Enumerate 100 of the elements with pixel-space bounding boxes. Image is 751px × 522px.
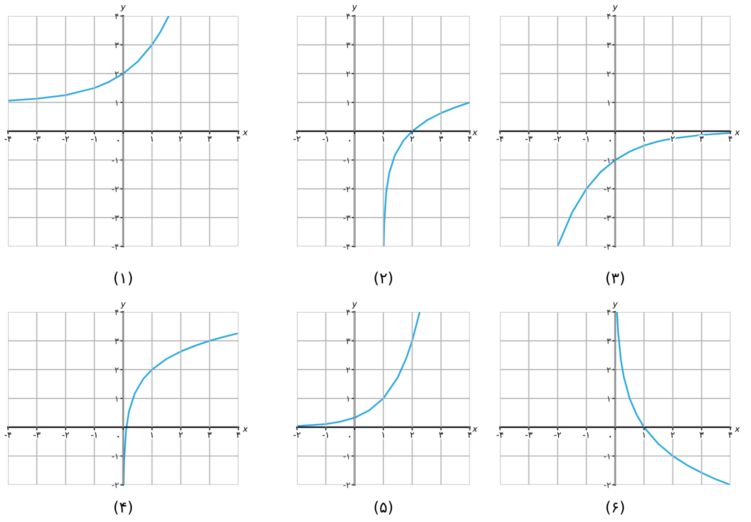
y-tick-label: -۱ (112, 454, 118, 460)
y-tick-label: ۴ (346, 310, 350, 316)
x-tick-label: -۲ (62, 136, 69, 142)
y-tick-label: -۱ (343, 454, 349, 460)
x-tick-label: -۴ (4, 136, 12, 142)
y-tick-label: -۱ (112, 158, 118, 164)
x-axis-title: x (734, 130, 740, 136)
x-tick-label: -۳ (33, 136, 40, 142)
y-tick-label: ۱ (608, 396, 610, 402)
text: (۳) (606, 272, 624, 286)
x-tick-label: ۳ (700, 432, 704, 438)
x-tick-label: ۳ (700, 136, 704, 142)
y-tick-label: -۲ (604, 186, 611, 192)
x-tick-label: ۲ (178, 432, 183, 438)
x-tick-label: -۲ (554, 432, 561, 438)
text: (۱) (114, 272, 132, 286)
line-series (122, 332, 238, 485)
x-axis-title: x (472, 130, 478, 136)
x-tick-label: -۲ (62, 432, 69, 438)
y-tick-label: -۴ (112, 244, 118, 250)
x-tick-label: ۰ (610, 436, 611, 438)
x-tick-label: ۳ (208, 136, 212, 142)
x-tick-label: ۴ (728, 432, 732, 438)
x-tick-label: ۰ (118, 140, 119, 142)
x-tick-label: -۱ (322, 136, 328, 142)
y-tick-label: ۳ (114, 338, 119, 344)
y-tick-label: ۲ (114, 367, 119, 373)
x-tick-label: ۱ (642, 432, 645, 438)
y-tick-label: ۳ (606, 338, 611, 344)
x-tick-label: -۳ (525, 136, 532, 142)
y-tick-label: -۲ (112, 482, 119, 488)
x-tick-label: ۴ (236, 136, 240, 142)
x-axis-title: x (242, 130, 248, 136)
y-tick-label: -۳ (343, 215, 350, 221)
x-tick-label: ۰ (118, 436, 119, 438)
x-tick-label: -۳ (525, 432, 532, 438)
x-tick-label: -۱ (322, 432, 328, 438)
x-axis-title: x (472, 427, 478, 432)
y-axis-title: y (352, 302, 358, 309)
x-tick-label: -۲ (294, 432, 300, 438)
y-tick-label: ۱ (347, 100, 349, 106)
x-tick-label: ۳ (439, 432, 443, 438)
y-tick-label: -۴ (343, 244, 350, 250)
x-tick-label: -۱ (583, 136, 589, 142)
y-tick-label: -۲ (343, 482, 350, 488)
y-tick-label: -۲ (112, 186, 119, 192)
text: (۲) (374, 272, 392, 286)
x-tick-label: -۳ (33, 432, 40, 438)
x-tick-label: -۴ (496, 136, 504, 142)
x-tick-label: ۱ (150, 136, 153, 142)
y-tick-label: -۲ (604, 482, 611, 488)
x-tick-label: ۱ (150, 432, 153, 438)
y-tick-label: ۴ (114, 14, 118, 20)
y-tick-label: ۲ (606, 71, 611, 77)
x-tick-label: ۰ (610, 140, 611, 142)
x-tick-label: ۲ (178, 136, 183, 142)
y-tick-label: ۴ (346, 14, 350, 20)
y-tick-label: -۱ (604, 454, 610, 460)
y-axis-title: y (120, 302, 126, 309)
x-tick-label: -۲ (554, 136, 561, 142)
text: (۶) (606, 500, 624, 514)
y-tick-label: ۱ (116, 396, 118, 402)
y-tick-label: -۴ (604, 244, 610, 250)
x-tick-label: -۱ (583, 432, 589, 438)
y-tick-label: ۲ (346, 71, 350, 77)
y-tick-label: -۳ (604, 215, 611, 221)
x-tick-label: ۳ (439, 136, 443, 142)
y-tick-label: -۲ (343, 186, 350, 192)
y-tick-label: -۱ (604, 158, 610, 164)
x-tick-label: ۱ (382, 136, 384, 142)
x-tick-label: ۲ (410, 136, 414, 142)
x-tick-label: ۲ (670, 432, 675, 438)
y-tick-label: ۱ (608, 100, 610, 106)
y-axis-title: y (612, 302, 618, 309)
y-tick-label: -۳ (112, 215, 119, 221)
y-tick-label: ۲ (114, 71, 119, 77)
x-axis-title: x (242, 427, 248, 432)
y-tick-label: -۱ (343, 158, 349, 164)
x-tick-label: ۲ (410, 432, 414, 438)
x-tick-label: ۱ (382, 432, 384, 438)
text: (۴) (114, 500, 132, 514)
x-tick-label: ۴ (468, 432, 472, 438)
y-tick-label: ۴ (606, 14, 610, 20)
y-axis-title: y (352, 5, 358, 12)
y-axis-title: y (120, 5, 126, 12)
x-tick-label: ۰ (349, 140, 350, 142)
y-tick-label: ۲ (606, 367, 611, 373)
y-tick-label: ۳ (606, 42, 611, 48)
x-tick-label: -۱ (91, 432, 97, 438)
y-tick-label: ۴ (114, 310, 118, 316)
x-tick-label: -۴ (496, 432, 504, 438)
x-tick-label: -۲ (294, 136, 300, 142)
x-tick-label: -۴ (4, 432, 12, 438)
y-tick-label: ۴ (606, 310, 610, 316)
line-series (382, 102, 470, 246)
y-tick-label: ۲ (346, 367, 350, 373)
x-tick-label: ۰ (349, 436, 350, 438)
y-axis-title: y (612, 5, 618, 12)
y-tick-label: ۳ (114, 42, 119, 48)
x-tick-label: ۴ (468, 136, 472, 142)
